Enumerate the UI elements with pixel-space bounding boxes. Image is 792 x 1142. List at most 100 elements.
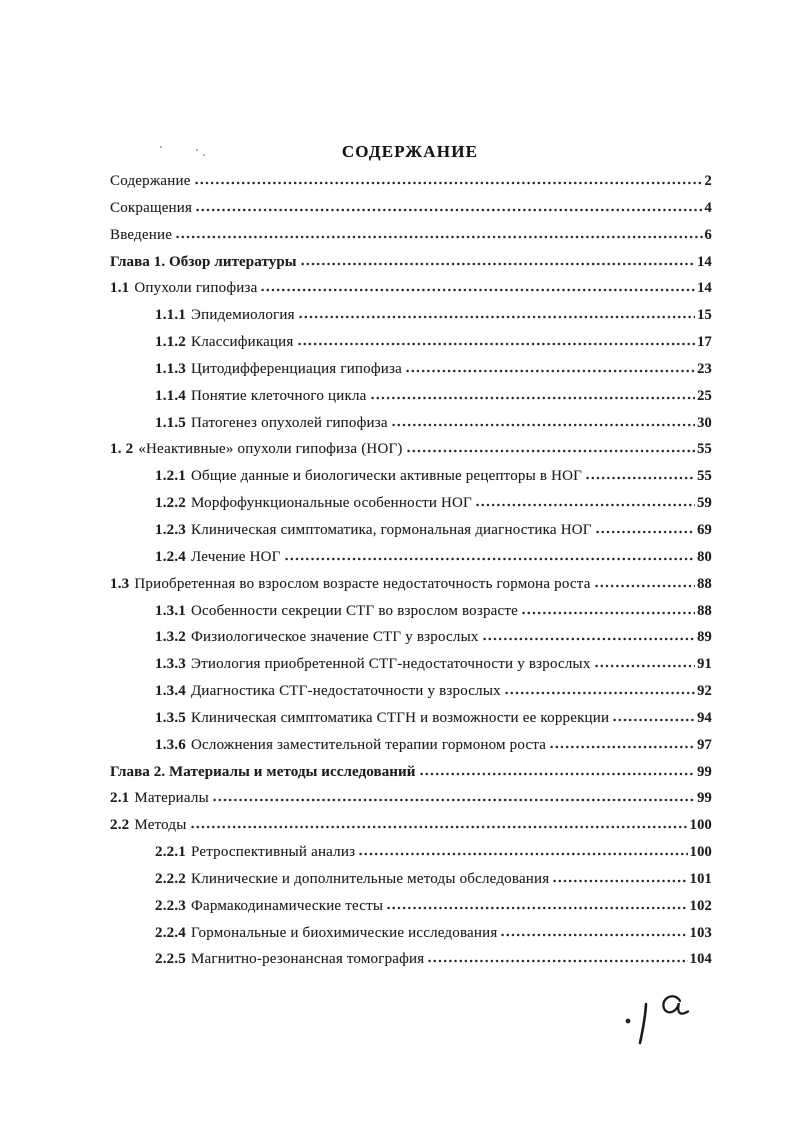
dot-leader bbox=[585, 476, 696, 481]
dot-leader bbox=[195, 207, 703, 212]
toc-entry-number: 1.2.4 bbox=[155, 548, 186, 565]
toc-entry-number: 1.3.3 bbox=[155, 656, 186, 673]
scan-speckle bbox=[160, 146, 162, 148]
toc-entry-label: Особенности секреции СТГ во взрослом воз… bbox=[191, 602, 519, 619]
toc-row: 1.3.5 Клиническая симптоматика СТГН и во… bbox=[110, 705, 712, 732]
page-title: СОДЕРЖАНИЕ bbox=[341, 142, 479, 161]
toc-row: 1.2.1 Общие данные и биологически активн… bbox=[110, 463, 712, 490]
toc-entry-label: Лечение НОГ bbox=[191, 548, 281, 565]
toc-entry-page-number: 91 bbox=[697, 656, 712, 673]
toc-row: 2.1 Материалы 99 bbox=[110, 785, 712, 812]
toc-row: 1.3.6 Осложнения заместительной терапии … bbox=[110, 732, 712, 759]
toc-entry-page-number: 103 bbox=[689, 924, 712, 941]
toc-entry-label: Материалы bbox=[134, 790, 209, 807]
toc-entry-page-number: 25 bbox=[697, 387, 712, 404]
toc-entry-number: 1.1.3 bbox=[155, 360, 186, 377]
toc-row: 2.2.4 Гормональные и биохимические иссле… bbox=[110, 920, 712, 947]
toc-row: Сокращения 4 bbox=[110, 195, 712, 222]
toc-entry-number: 2.2 bbox=[110, 817, 130, 834]
toc-row: Глава 1. Обзор литературы 14 bbox=[110, 249, 712, 276]
toc-row: 2.2.1 Ретроспективный анализ 100 bbox=[110, 839, 712, 866]
toc-entry-page-number: 55 bbox=[697, 468, 712, 485]
dot-leader bbox=[593, 664, 696, 669]
toc-entry-number: 1.3.6 bbox=[155, 736, 186, 753]
toc-entry-label: Цитодифференциация гипофиза bbox=[191, 360, 402, 377]
toc-entry-page-number: 100 bbox=[689, 817, 712, 834]
handwritten-mark bbox=[625, 995, 690, 1045]
toc-entry-label: Гормональные и биохимические исследовани… bbox=[191, 924, 498, 941]
dot-leader bbox=[283, 556, 696, 561]
toc-entry-label: Сокращения bbox=[110, 199, 193, 216]
toc-entry-label: Этиология приобретенной СТГ-недостаточно… bbox=[191, 656, 591, 673]
toc-entry-number: 1.1.4 bbox=[155, 387, 186, 404]
toc-entry-page-number: 55 bbox=[697, 441, 712, 458]
toc-entry-page-number: 99 bbox=[697, 763, 712, 780]
dot-leader bbox=[474, 503, 696, 508]
toc-entry-page-number: 89 bbox=[697, 629, 712, 646]
dot-leader bbox=[211, 798, 696, 803]
toc-entry-page-number: 101 bbox=[689, 870, 712, 887]
toc-entry-page-number: 23 bbox=[697, 360, 712, 377]
toc-entry-page-number: 104 bbox=[689, 951, 712, 968]
toc-entry-page-number: 92 bbox=[697, 683, 712, 700]
dot-leader bbox=[427, 959, 688, 964]
toc-entry-number: 2.2.4 bbox=[155, 924, 186, 941]
toc-entry-label: Диагностика СТГ-недостаточности у взросл… bbox=[191, 683, 501, 700]
toc-row: 1.2.2 Морфофункциональные особенности НО… bbox=[110, 490, 712, 517]
dot-leader bbox=[358, 852, 688, 857]
dot-leader bbox=[296, 342, 696, 347]
toc-row: Содержание 2 bbox=[110, 168, 712, 195]
toc-entry-number: 1. 2 bbox=[110, 441, 134, 458]
toc-entry-page-number: 88 bbox=[697, 602, 712, 619]
dot-leader bbox=[390, 422, 696, 427]
scan-speckle bbox=[196, 149, 198, 151]
toc-entry-number: 1.1.5 bbox=[155, 414, 186, 431]
dot-leader bbox=[612, 717, 696, 722]
toc-entry-page-number: 80 bbox=[697, 548, 712, 565]
toc-row: 2.2.3 Фармакодинамические тесты 102 bbox=[110, 893, 712, 920]
dot-leader bbox=[594, 529, 696, 534]
toc-row: 2.2 Методы 100 bbox=[110, 812, 712, 839]
dot-leader bbox=[503, 691, 696, 696]
toc-entry-number: 1.1.1 bbox=[155, 307, 186, 324]
scan-speckle bbox=[203, 154, 205, 156]
toc-entry-label: Магнитно-резонансная томография bbox=[191, 951, 425, 968]
dot-leader bbox=[481, 637, 696, 642]
toc-row: 1.3.2 Физиологическое значение СТГ у взр… bbox=[110, 624, 712, 651]
toc-row: Глава 2. Материалы и методы исследований… bbox=[110, 759, 712, 786]
toc-entry-page-number: 97 bbox=[697, 736, 712, 753]
toc-row: 2.2.5 Магнитно-резонансная томография 10… bbox=[110, 946, 712, 973]
toc-entry-number: 2.2.1 bbox=[155, 844, 186, 861]
dot-leader bbox=[549, 744, 696, 749]
dot-leader bbox=[175, 234, 703, 239]
toc-entry-page-number: 4 bbox=[704, 199, 712, 216]
toc-row: 1.1.5 Патогенез опухолей гипофиза 30 bbox=[110, 410, 712, 437]
toc-entry-label: Классификация bbox=[191, 334, 294, 351]
toc-entry-label: Клинические и дополнительные методы обсл… bbox=[191, 870, 550, 887]
dot-leader bbox=[189, 825, 688, 830]
toc-entry-label: Морфофункциональные особенности НОГ bbox=[191, 495, 472, 512]
toc-entry-number: 2.2.5 bbox=[155, 951, 186, 968]
dot-leader bbox=[418, 771, 696, 776]
toc-entry-label: Содержание bbox=[110, 173, 191, 189]
toc-entry-label: Осложнения заместительной терапии гормон… bbox=[191, 736, 547, 753]
toc-entry-page-number: 2 bbox=[704, 173, 712, 189]
toc-entry-label: Фармакодинамические тесты bbox=[191, 897, 384, 914]
toc-entry-label: Ретроспективный анализ bbox=[191, 844, 356, 861]
toc-entry-label: Введение bbox=[110, 226, 173, 243]
table-of-contents: Содержание 2 Сокращения 4 Введение 6 Гла… bbox=[110, 168, 712, 973]
toc-entry-label: Общие данные и биологически активные рец… bbox=[191, 468, 583, 485]
toc-entry-label: Клиническая симптоматика СТГН и возможно… bbox=[191, 709, 610, 726]
toc-entry-page-number: 14 bbox=[697, 253, 712, 270]
toc-entry-label: Эпидемиология bbox=[191, 307, 295, 324]
toc-row: 1.3 Приобретенная во взрослом возрасте н… bbox=[110, 571, 712, 598]
toc-entry-label: Опухоли гипофиза bbox=[134, 280, 258, 297]
dot-leader bbox=[593, 583, 696, 588]
toc-entry-number: 1.1 bbox=[110, 280, 130, 297]
toc-row: Введение 6 bbox=[110, 222, 712, 249]
dot-leader bbox=[552, 878, 688, 883]
toc-entry-label: Глава 1. Обзор литературы bbox=[110, 253, 297, 270]
dot-leader bbox=[500, 932, 688, 937]
toc-entry-page-number: 17 bbox=[697, 334, 712, 351]
